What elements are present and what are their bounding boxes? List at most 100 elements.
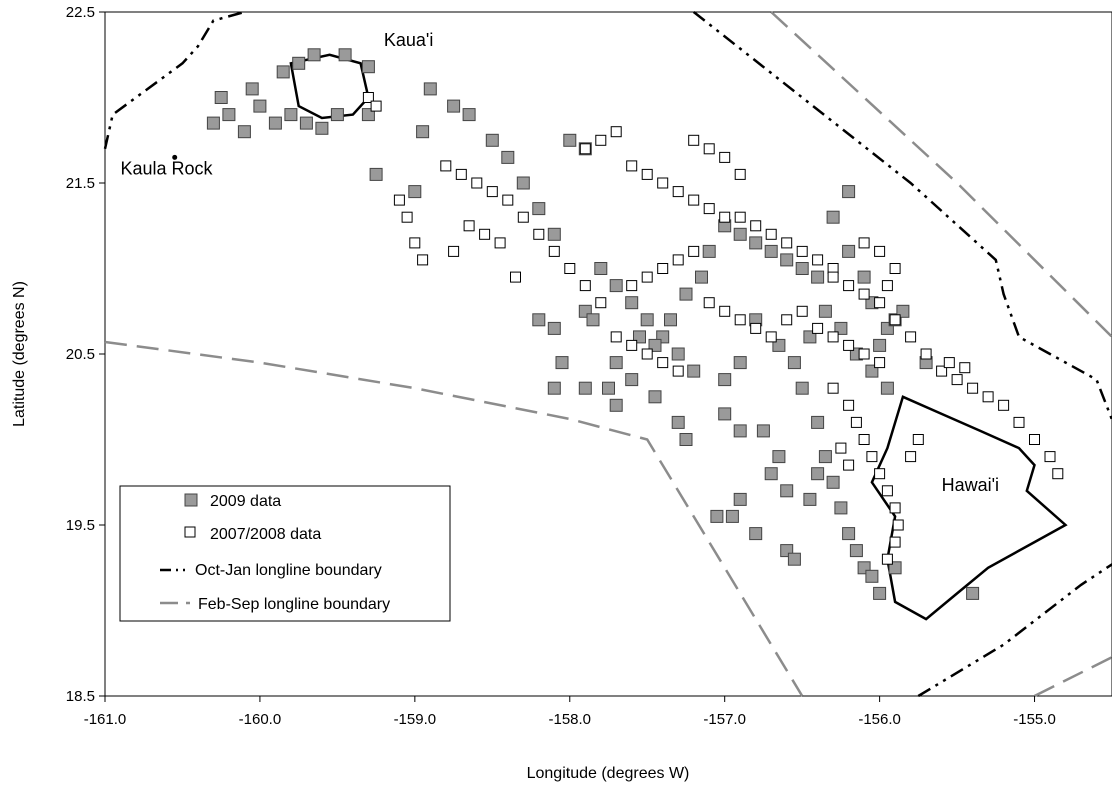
point-2007-2008 — [812, 322, 824, 334]
point-2009 — [725, 509, 739, 523]
point-2007-2008 — [750, 220, 762, 232]
boundary-line — [103, 10, 245, 150]
point-2007-2008 — [734, 211, 746, 223]
point-2007-2008 — [734, 168, 746, 180]
point-2009 — [865, 569, 879, 583]
point-2007-2008 — [564, 263, 576, 274]
point-2009 — [609, 279, 623, 293]
point-2009 — [826, 210, 840, 224]
point-2009 — [710, 509, 724, 523]
y-axis: 18.5 19.5 20.5 21.5 22.5 — [66, 4, 105, 705]
point-2007-2008 — [626, 339, 638, 351]
point-2007-2008 — [920, 348, 932, 360]
point-2007-2008 — [835, 442, 847, 454]
point-2009 — [818, 304, 832, 318]
x-tick-label: -161.0 — [84, 711, 127, 728]
point-2007-2008 — [812, 254, 824, 266]
point-2009 — [671, 415, 685, 429]
annotations-layer: Kaua'i Kaula Rock Hawai'i — [120, 30, 999, 495]
point-2007-2008 — [881, 485, 893, 497]
point-2009 — [625, 373, 639, 387]
point-2009 — [687, 364, 701, 378]
point-2007-2008 — [517, 211, 529, 223]
point-2009 — [811, 467, 825, 481]
point-2007-2008 — [719, 151, 731, 163]
point-2009 — [873, 338, 887, 352]
landmark-dot — [172, 154, 178, 160]
point-2009 — [795, 381, 809, 395]
x-tick-label: -157.0 — [703, 711, 746, 728]
point-2007-2008 — [959, 362, 971, 374]
point-2007-2008 — [827, 382, 839, 394]
point-2009 — [803, 492, 817, 506]
point-2009 — [338, 48, 352, 62]
point-2009 — [648, 338, 662, 352]
point-2009 — [787, 552, 801, 566]
point-2007-2008 — [734, 314, 746, 326]
point-2007-2008 — [440, 160, 452, 172]
point-2007-2008 — [889, 502, 901, 514]
point-2007-2008 — [1052, 468, 1064, 480]
boundary-line — [692, 11, 1112, 424]
y-tick-label: 18.5 — [66, 688, 95, 705]
point-2007-2008 — [796, 245, 808, 257]
point-2007-2008 — [703, 203, 715, 215]
map-annotation: Kaula Rock — [120, 158, 213, 178]
point-2007-2008 — [843, 339, 855, 351]
point-2007-2008 — [657, 177, 669, 189]
point-2007-2008 — [688, 134, 700, 146]
point-2009 — [485, 133, 499, 147]
point-2007-2008 — [579, 143, 591, 155]
point-2009 — [966, 586, 980, 600]
point-2009 — [245, 82, 259, 96]
legend: 2009 data 2007/2008 data Oct-Jan longlin… — [119, 485, 451, 622]
point-2009 — [811, 270, 825, 284]
point-2009 — [547, 381, 561, 395]
x-tick-label: -156.0 — [858, 711, 901, 728]
point-2009 — [501, 150, 515, 164]
point-2009 — [695, 270, 708, 284]
point-2007-2008 — [967, 382, 979, 394]
point-2007-2008 — [448, 245, 460, 257]
point-2009 — [811, 415, 825, 429]
point-2009 — [609, 356, 623, 370]
point-2007-2008 — [657, 357, 669, 369]
point-2007-2008 — [874, 468, 886, 480]
point-2009 — [578, 381, 592, 395]
point-2007-2008 — [827, 271, 839, 283]
point-2009 — [602, 381, 615, 395]
boundary-lines-layer — [103, 10, 1112, 698]
point-2009 — [679, 433, 693, 446]
point-2009 — [361, 60, 375, 74]
data-points-layer — [206, 48, 1064, 600]
point-2007-2008 — [370, 100, 382, 112]
y-tick-label: 21.5 — [66, 175, 95, 192]
point-2009 — [857, 270, 871, 284]
point-2009 — [547, 227, 561, 241]
point-2007-2008 — [982, 391, 994, 403]
point-2009 — [547, 321, 561, 335]
point-2007-2008 — [889, 536, 901, 548]
point-2009 — [532, 202, 546, 216]
point-2009 — [640, 313, 654, 327]
point-2007-2008 — [892, 519, 904, 531]
point-2009 — [222, 108, 236, 122]
legend-marker-2007-2008 — [184, 526, 196, 538]
point-2007-2008 — [595, 134, 607, 146]
point-2007-2008 — [874, 297, 886, 309]
point-2009 — [284, 108, 298, 122]
map-annotation: Kaua'i — [384, 30, 433, 50]
point-2009 — [330, 108, 344, 122]
point-2007-2008 — [943, 357, 955, 369]
point-2009 — [206, 116, 220, 130]
point-2009 — [718, 407, 732, 421]
point-2009 — [268, 116, 282, 130]
point-2009 — [780, 253, 794, 267]
point-2009 — [292, 56, 306, 70]
point-2009 — [849, 544, 863, 558]
point-2007-2008 — [486, 186, 498, 198]
point-2007-2008 — [765, 331, 777, 343]
point-2007-2008 — [750, 322, 762, 334]
point-2009 — [555, 356, 569, 370]
